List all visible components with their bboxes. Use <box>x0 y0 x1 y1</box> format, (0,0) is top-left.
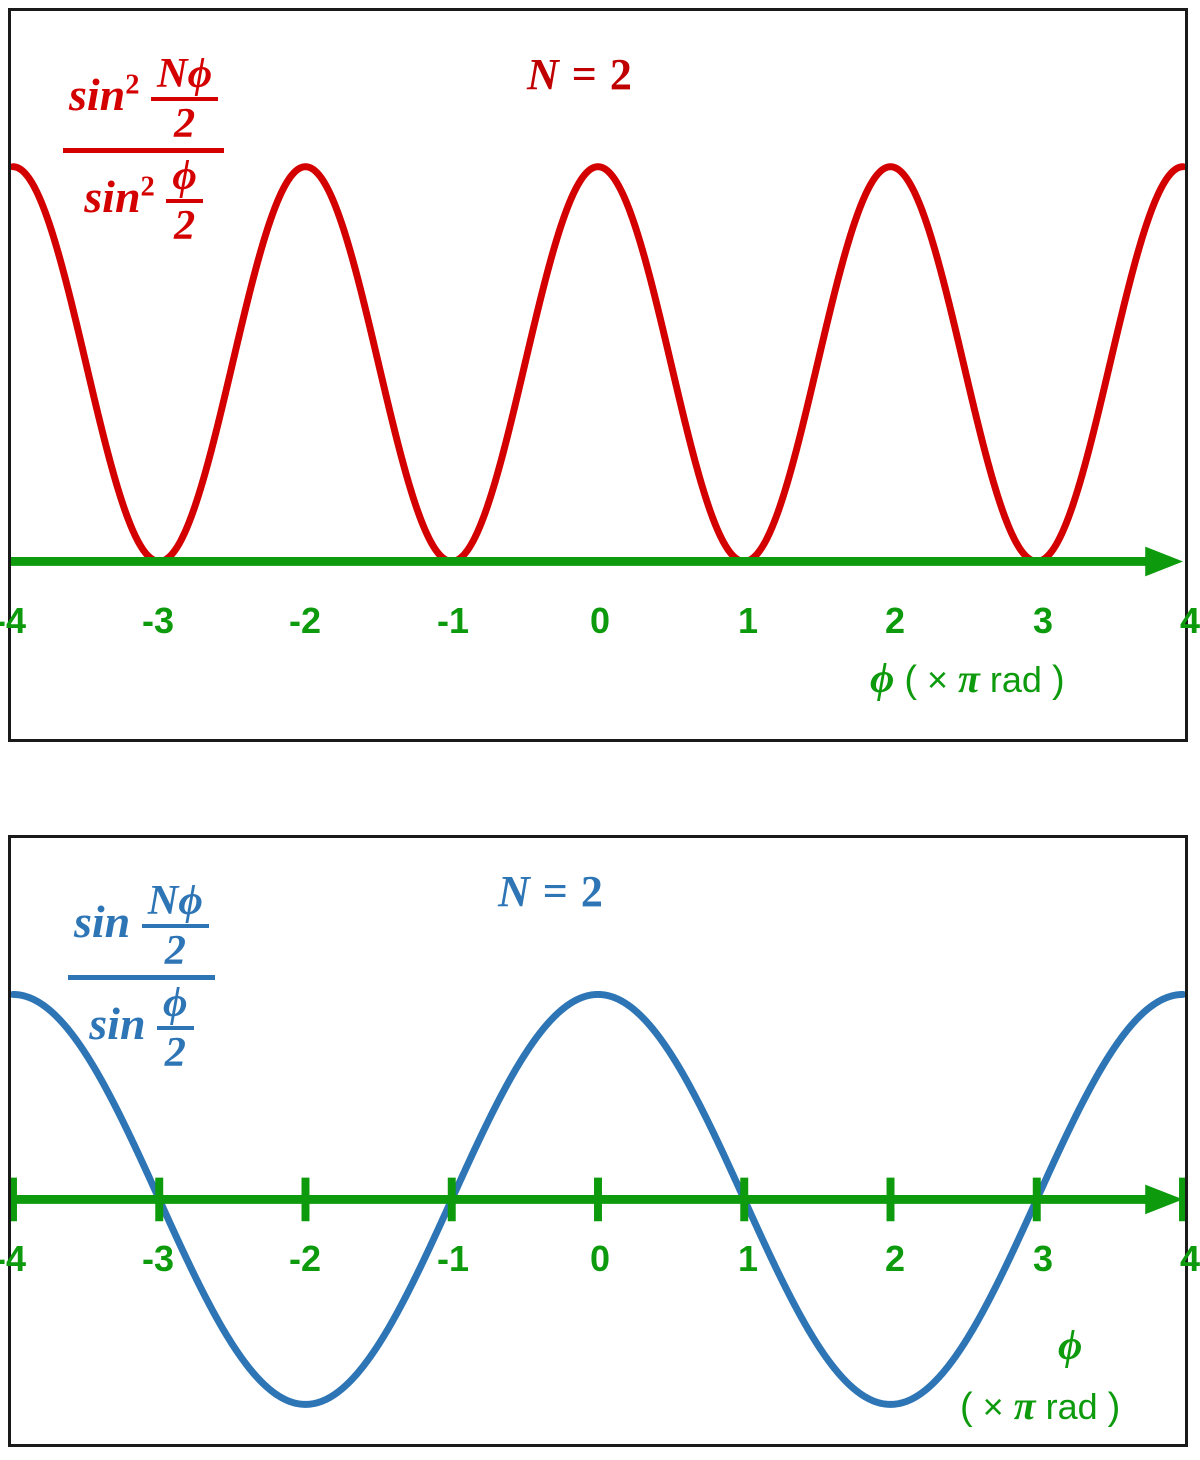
tick-label-bottom-4: 0 <box>589 1238 611 1279</box>
x-axis-caption-top-symbol: ϕ <box>870 656 895 702</box>
tick-label-top-6: 2 <box>884 600 906 641</box>
x-axis-caption-bottom-pi: π <box>1013 1383 1036 1428</box>
tick-label-bottom-6: 2 <box>884 1238 906 1279</box>
x-axis-caption-top-pi: π <box>958 656 980 701</box>
formula-bottom-den-inner-den: 2 <box>164 1028 186 1076</box>
x-axis-caption-bottom-close: ) <box>1107 1386 1121 1428</box>
chart-title-top-rest: = 2 <box>559 50 633 99</box>
x-axis-top <box>11 546 1184 577</box>
chart-panel-top: sin2 Nϕ 2 sin2 ϕ 2 N = 2 <box>8 8 1188 742</box>
chart-title-bottom: N = 2 <box>498 866 604 917</box>
plot-bottom-svg <box>11 990 1185 1408</box>
x-axis-caption-bottom-open: ( <box>960 1386 973 1428</box>
formula-top-den-inner-den: 2 <box>173 201 196 249</box>
formula-top-denominator: sin2 ϕ 2 <box>63 153 224 248</box>
x-axis-caption-top-times: × <box>927 659 949 700</box>
plot-top-svg <box>11 163 1185 577</box>
x-axis-caption-bottom-symbol-line: ϕ <box>1058 1322 1082 1370</box>
tick-label-bottom-8: 4 <box>1179 1238 1200 1279</box>
formula-top-den-fn: sin <box>84 170 141 222</box>
formula-bottom-fraction: sin Nϕ 2 sin ϕ 2 <box>68 879 215 1075</box>
x-axis-caption-bottom-unit-line: ( × π rad ) <box>960 1382 1120 1429</box>
tick-label-bottom-5: 1 <box>737 1238 759 1279</box>
tick-label-top-0: -4 <box>0 600 26 641</box>
chart-panel-bottom <box>8 835 1188 1447</box>
tick-label-top-2: -2 <box>288 600 321 641</box>
tick-label-top-8: 4 <box>1179 600 1200 641</box>
formula-top-num-sup: 2 <box>125 69 140 101</box>
formula-top-num-inner-num: Nϕ <box>151 52 219 102</box>
tick-label-top-7: 3 <box>1032 600 1054 641</box>
formula-bottom-num-inner-fraction: Nϕ 2 <box>141 879 209 975</box>
chart-title-bottom-var: N <box>498 867 531 916</box>
formula-top-fraction: sin2 Nϕ 2 sin2 ϕ 2 <box>63 52 225 248</box>
chart-title-top-var: N <box>527 50 560 99</box>
formula-bottom-den-inner-fraction: ϕ 2 <box>157 981 194 1076</box>
curve-sin-squared-ratio <box>11 163 1185 565</box>
formula-top-num-fn: sin <box>69 68 126 120</box>
x-axis-arrowhead-bottom <box>1145 1184 1184 1215</box>
x-axis-caption-bottom-times: × <box>982 1386 1004 1427</box>
formula-bottom-denominator: sin ϕ 2 <box>68 980 215 1075</box>
x-axis-caption-bottom-unit: rad <box>1045 1386 1098 1427</box>
formula-top: sin2 Nϕ 2 sin2 ϕ 2 <box>63 52 225 248</box>
tick-label-top-4: 0 <box>589 600 611 641</box>
formula-top-numerator: sin2 Nϕ 2 <box>63 52 225 153</box>
tick-label-top-3: -1 <box>436 600 469 641</box>
formula-bottom: sin Nϕ 2 sin ϕ 2 <box>68 879 215 1075</box>
formula-top-num-inner-den: 2 <box>173 100 196 148</box>
x-axis-caption-top-open: ( <box>904 659 917 701</box>
x-axis-caption-bottom-symbol: ϕ <box>1058 1323 1083 1369</box>
tick-label-bottom-7: 3 <box>1032 1238 1054 1279</box>
formula-top-den-sup: 2 <box>140 171 155 203</box>
x-axis-caption-top-unit: rad <box>989 659 1042 700</box>
chart-title-top: N = 2 <box>527 49 633 100</box>
tick-label-bottom-3: -1 <box>436 1238 469 1279</box>
tick-label-bottom-2: -2 <box>288 1238 321 1279</box>
tick-label-top-1: -3 <box>141 600 174 641</box>
formula-top-num-inner-fraction: Nϕ 2 <box>151 52 219 148</box>
curve-sin-ratio <box>11 990 1185 1408</box>
tick-label-bottom-1: -3 <box>141 1238 174 1279</box>
x-axis-bottom <box>11 1177 1185 1222</box>
formula-bottom-num-inner-num: Nϕ <box>141 879 209 929</box>
x-axis-caption-top-close: ) <box>1051 659 1065 701</box>
formula-bottom-num-inner-den: 2 <box>164 927 186 975</box>
formula-top-den-inner-fraction: ϕ 2 <box>166 154 203 249</box>
tick-label-bottom-0: -4 <box>0 1238 26 1279</box>
x-axis-caption-top: ϕ ( × π rad ) <box>870 655 1065 703</box>
formula-bottom-num-fn: sin <box>74 895 131 947</box>
formula-bottom-numerator: sin Nϕ 2 <box>68 879 215 980</box>
formula-top-den-inner-num: ϕ <box>166 154 203 203</box>
chart-title-bottom-rest: = 2 <box>530 867 604 916</box>
tick-label-top-5: 1 <box>737 600 759 641</box>
formula-bottom-den-inner-num: ϕ <box>157 981 194 1030</box>
formula-bottom-den-fn: sin <box>89 997 146 1049</box>
x-axis-arrowhead-top <box>1145 546 1184 577</box>
